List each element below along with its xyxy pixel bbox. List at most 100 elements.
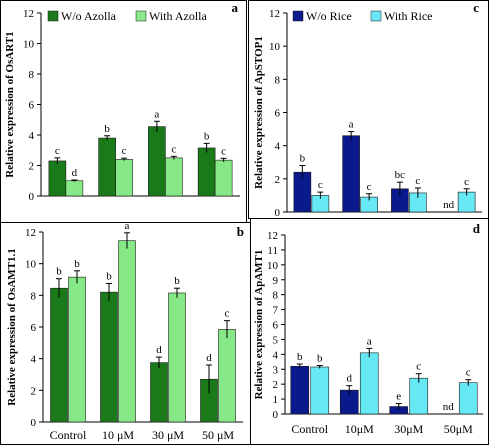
y-tick-label: 8 [275,74,281,86]
y-axis-label: Relative expression of ApAMT1 [253,250,265,400]
significance-letter: a [125,220,130,232]
bar [310,366,330,415]
bar [409,377,429,415]
y-tick-label: 10 [25,259,37,271]
significance-letter: b [297,351,303,363]
y-tick-label: 12 [267,230,278,242]
y-axis-label: Relative expression of ApSTOP1 [253,36,265,189]
bar [197,147,216,197]
bar [150,362,168,423]
category-label: Control [50,428,87,442]
y-tick-label: 2 [275,174,281,186]
significance-letter: b [317,353,323,365]
bar [100,291,118,423]
bar [218,329,236,423]
category-label: Control [291,422,328,436]
y-tick-label: 0 [275,207,281,219]
y-tick-label: 6 [31,322,37,334]
significance-letter: c [122,145,127,157]
y-tick-label: 4 [275,141,281,153]
significance-letter: c [221,145,226,157]
bar [342,135,360,213]
y-tick-label: 8 [273,290,279,302]
bar [359,352,379,415]
bar [48,160,67,197]
significance-letter: b [204,130,210,142]
y-tick-label: 4 [273,349,279,361]
bar [115,159,133,197]
bar [118,240,136,423]
panel-b: 0 2 4 6 8 10 12 Relative expression of OsAMT1.1… [6,220,244,442]
significance-letter: a [349,119,354,131]
legend-label: With Azolla [149,9,208,23]
panel-a: 0 2 4 6 8 10 12 Relative expression of OsART1 a c… [4,0,240,203]
significance-letter: b [56,266,62,278]
y-tick-label: 1 [273,394,279,406]
y-tick-label: 10 [269,41,281,53]
panel-c: 0 2 4 6 8 10 12 Relative expression of ApSTOP1 c… [253,0,482,219]
y-tick-label: 3 [273,364,279,376]
y-tick-label: 12 [269,8,280,20]
y-tick-label: 8 [31,290,37,302]
significance-letter: d [206,352,212,364]
significance-letter: c [416,361,421,373]
bar [165,157,183,197]
significance-letter: c [318,179,323,191]
y-tick-label: 2 [273,379,279,391]
legend-swatch [135,10,147,22]
legend-label: W/o Azolla [61,9,117,23]
significance-letter: nd [443,199,455,211]
y-tick-label: 7 [273,305,279,317]
significance-letter: c [225,308,230,320]
significance-letter: b [300,153,306,165]
category-label: 10 μM [102,428,134,442]
bar [214,159,233,197]
panel-letter: a [232,0,239,15]
category-label: 50 μM [202,428,234,442]
y-tick-label: 6 [275,108,281,120]
y-tick-label: 5 [273,334,279,346]
significance-letter: c [171,143,176,155]
y-tick-label: 6 [273,320,279,332]
bar [98,137,116,197]
y-tick-label: 9 [273,275,279,287]
significance-letter: a [367,335,372,347]
panel-letter: d [473,221,481,236]
y-tick-label: 2 [31,385,37,397]
significance-letter: d [156,344,162,356]
y-tick-label: 4 [31,354,37,366]
bar [65,180,84,197]
category-label: 50μM [444,422,473,436]
legend-swatch [292,10,304,22]
significance-letter: d [72,167,78,179]
significance-letter: b [174,275,180,287]
significance-letter: c [367,181,372,193]
y-axis-label: Relative expression of OsAMT1.1 [6,248,18,405]
legend-label: W/o Rice [306,9,352,23]
significance-letter: b [74,258,80,270]
significance-letter: c [55,145,60,157]
y-tick-label: 10 [267,260,279,272]
y-tick-label: 2 [29,161,35,173]
y-tick-label: 0 [31,417,37,429]
significance-letter: c [464,176,469,188]
y-tick-label: 4 [29,130,35,142]
y-tick-label: 0 [29,191,35,203]
significance-letter: d [347,373,353,385]
y-tick-label: 10 [23,39,35,51]
significance-letter: b [104,123,110,135]
significance-letter: e [396,391,401,403]
panel-letter: c [473,0,479,15]
significance-letter: c [415,175,420,187]
legend-label: With Rice [384,9,433,23]
bar [50,287,68,423]
panel-letter: b [237,224,244,239]
category-label: 30μM [394,422,423,436]
y-tick-label: 11 [267,245,278,257]
bar [148,126,166,197]
bar [168,292,186,423]
y-tick-label: 12 [25,227,36,239]
significance-letter: c [466,367,471,379]
